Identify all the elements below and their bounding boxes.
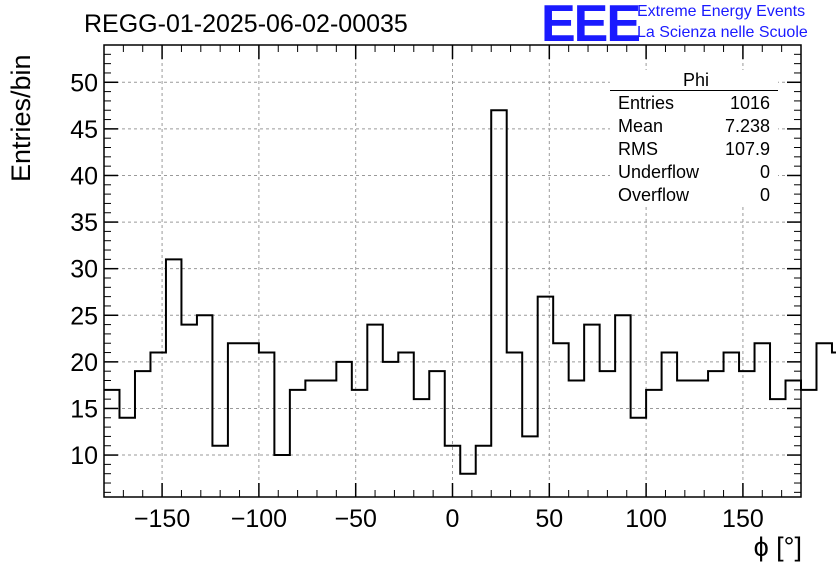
stats-divider (610, 90, 778, 91)
y-tick-label: 15 (70, 395, 98, 423)
y-tick-label: 40 (70, 162, 98, 190)
histogram-series (104, 109, 836, 475)
y-tick-label: 50 (70, 69, 98, 97)
x-axis-label: ϕ [°] (753, 532, 802, 562)
y-tick-label: 10 (70, 442, 98, 470)
eee-logo: EEE (541, 0, 641, 53)
x-tick-label: −150 (134, 505, 190, 533)
x-tick-label: −50 (334, 505, 376, 533)
chart-title: REGG-01-2025-06-02-00035 (84, 10, 408, 38)
x-tick-label: −100 (231, 505, 287, 533)
y-tick-label: 45 (70, 116, 98, 144)
x-tick-label: 0 (446, 505, 460, 533)
stats-row-entries: Entries 1016 (610, 92, 778, 115)
x-tick-label: 100 (625, 505, 667, 533)
y-axis-label: Entries/bin (6, 54, 36, 182)
stats-value: 7.238 (724, 116, 770, 136)
grid-lines (104, 45, 801, 497)
x-tick-label: 50 (535, 505, 563, 533)
stats-value: 107.9 (724, 139, 770, 159)
stats-row-mean: Mean 7.238 (610, 115, 778, 138)
stats-title: Phi (682, 70, 709, 90)
stats-label: RMS (618, 139, 658, 159)
y-tick-label: 25 (70, 302, 98, 330)
stats-label: Underflow (618, 162, 700, 182)
axis-ticks (104, 44, 801, 497)
stats-label: Overflow (618, 185, 690, 205)
stats-value: 0 (759, 162, 770, 182)
logo-text-line1: Extreme Energy Events (637, 3, 806, 20)
stats-row-underflow: Underflow 0 (610, 161, 778, 184)
logo-text-line2: La Scienza nelle Scuole (637, 24, 808, 41)
stats-box: Phi Entries 1016 Mean 7.238 RMS 107.9 Un… (610, 70, 778, 207)
y-tick-label: 30 (70, 256, 98, 284)
stats-value: 0 (759, 185, 770, 205)
stats-value: 1016 (729, 93, 770, 113)
tick-labels: −150 −100 −50 0 50 100 150 10 15 20 25 30 35 40 45 50 (70, 69, 764, 533)
stats-label: Mean (618, 116, 664, 136)
stats-row-overflow: Overflow 0 (610, 184, 778, 207)
y-tick-label: 35 (70, 209, 98, 237)
stats-label: Entries (618, 93, 675, 113)
stats-row-rms: RMS 107.9 (610, 138, 778, 161)
x-tick-label: 150 (722, 505, 764, 533)
y-tick-label: 20 (70, 349, 98, 377)
